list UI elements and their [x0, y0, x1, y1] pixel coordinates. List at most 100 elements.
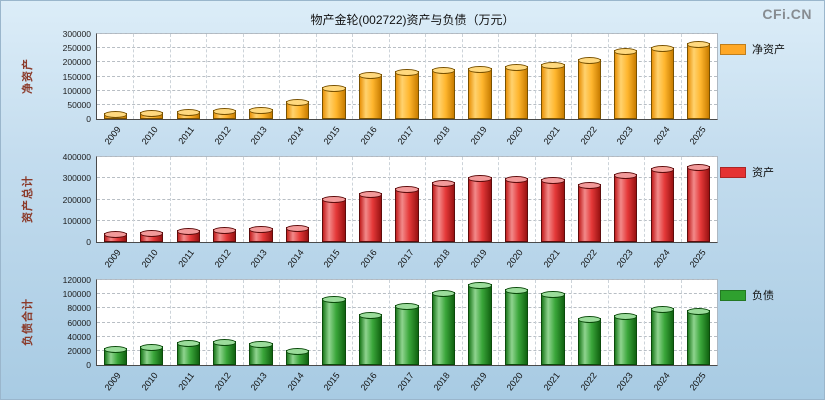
- h-gridline: [97, 61, 717, 63]
- x-tick-label: 2015: [321, 124, 343, 147]
- x-tick-label: 2015: [321, 370, 343, 393]
- bar-2014: [285, 348, 310, 365]
- bar-2022: [577, 182, 602, 242]
- x-tick-label: 2020: [504, 124, 526, 147]
- x-tick-label: 2013: [248, 247, 270, 270]
- bar-2013: [249, 341, 274, 365]
- v-gridline: [534, 34, 536, 119]
- bar-2011: [176, 109, 201, 119]
- x-tick-label: 2012: [212, 124, 233, 147]
- legend-label: 净资产: [752, 44, 785, 56]
- y-tick-label: 100000: [62, 85, 91, 96]
- x-tick-label: 2012: [212, 370, 233, 393]
- x-tick-label: 2019: [468, 370, 489, 393]
- legend: 负债: [720, 287, 820, 303]
- y-tick-label: 200000: [62, 194, 91, 205]
- v-gridline: [571, 280, 573, 365]
- x-axis-labels: 2009 2010 2011 2012 2013 2014 2015 2016 2017 2018…: [96, 243, 718, 273]
- bar-2025: [687, 163, 711, 242]
- x-tick-label: 2016: [358, 247, 379, 270]
- bar-2023: [614, 48, 638, 119]
- bar-2014: [285, 224, 310, 242]
- v-gridline: [607, 157, 609, 242]
- bar-2019: [468, 282, 492, 365]
- bar-2009: [103, 346, 128, 365]
- x-tick-label: 2010: [139, 247, 160, 270]
- bar-2016: [358, 190, 383, 242]
- bar-2021: [541, 62, 565, 119]
- y-tick-label: 20000: [67, 345, 91, 356]
- bar-2011: [176, 340, 201, 365]
- bar-2022: [577, 57, 602, 119]
- y-tick-label: 400000: [62, 152, 91, 162]
- bar-2017: [395, 302, 419, 365]
- bar-2017: [395, 185, 419, 242]
- x-tick-label: 2014: [285, 370, 306, 393]
- legend-swatch: [720, 166, 746, 178]
- x-tick-label: 2025: [687, 124, 709, 147]
- bar-2013: [249, 106, 274, 119]
- legend-swatch: [720, 289, 746, 301]
- legend: 资产: [720, 164, 820, 180]
- v-gridline: [315, 34, 317, 119]
- v-gridline: [571, 157, 573, 242]
- v-gridline: [206, 34, 208, 119]
- v-gridline: [133, 34, 135, 119]
- bar-2013: [249, 225, 274, 242]
- x-tick-label: 2024: [651, 370, 672, 393]
- bar-2018: [431, 290, 456, 365]
- bar-2009: [103, 231, 128, 242]
- x-tick-label: 2025: [687, 247, 709, 270]
- y-tick-label: 40000: [67, 331, 91, 342]
- v-gridline: [279, 157, 281, 242]
- v-gridline: [534, 280, 536, 365]
- x-tick-label: 2023: [614, 124, 635, 147]
- v-gridline: [279, 34, 281, 119]
- x-tick-label: 2023: [614, 370, 635, 393]
- v-gridline: [425, 34, 427, 119]
- v-gridline: [571, 34, 573, 119]
- y-tick-label: 50000: [67, 99, 91, 110]
- v-gridline: [169, 34, 171, 119]
- y-axis-title: 资产总计: [22, 175, 34, 223]
- y-tick-label: 120000: [62, 275, 91, 285]
- bar-2012: [212, 338, 237, 365]
- h-gridline: [97, 33, 717, 34]
- v-gridline: [461, 157, 463, 242]
- bar-2010: [140, 229, 164, 242]
- total-assets-subplot: 资产总计 0 100000 200000 300000 400000 2009 2010 2…: [1, 150, 824, 273]
- v-gridline: [315, 157, 317, 242]
- v-gridline: [644, 280, 646, 365]
- y-axis-title: 负债合计: [22, 298, 34, 346]
- bar-2012: [212, 108, 237, 119]
- x-axis-labels: 2009 2010 2011 2012 2013 2014 2015 2016 2017 2018…: [96, 120, 718, 150]
- y-axis-title: 净资产: [22, 58, 34, 94]
- plot-area: 0 50000 100000 150000 200000 250000 300000: [63, 29, 718, 124]
- net-assets-subplot: 净资产 0 50000 100000 150000 200000 250000 300000…: [1, 27, 824, 150]
- y-tick-label: 200000: [62, 57, 91, 68]
- bar-2018: [431, 66, 456, 119]
- x-tick-label: 2022: [578, 124, 599, 147]
- v-gridline: [352, 280, 354, 365]
- x-tick-label: 2025: [687, 370, 709, 393]
- x-tick-label: 2017: [395, 370, 416, 393]
- y-tick-label: 300000: [62, 173, 91, 184]
- x-tick-label: 2009: [102, 370, 123, 393]
- y-tick-label: 60000: [67, 317, 91, 328]
- v-gridline: [680, 280, 682, 365]
- x-tick-label: 2020: [504, 247, 526, 270]
- y-tick-label: 100000: [62, 215, 91, 226]
- v-gridline: [607, 34, 609, 119]
- x-tick-label: 2015: [321, 247, 343, 270]
- bar-2020: [504, 286, 529, 365]
- x-axis-labels: 2009 2010 2011 2012 2013 2014 2015 2016 2017 2018…: [96, 366, 718, 396]
- bar-2015: [322, 84, 347, 119]
- x-tick-label: 2010: [139, 370, 160, 393]
- x-tick-label: 2021: [541, 247, 562, 270]
- bar-2024: [650, 305, 675, 365]
- h-gridline: [97, 177, 717, 179]
- legend-swatch: [720, 43, 746, 55]
- y-tick-label: 150000: [62, 71, 91, 82]
- bar-2021: [541, 291, 565, 365]
